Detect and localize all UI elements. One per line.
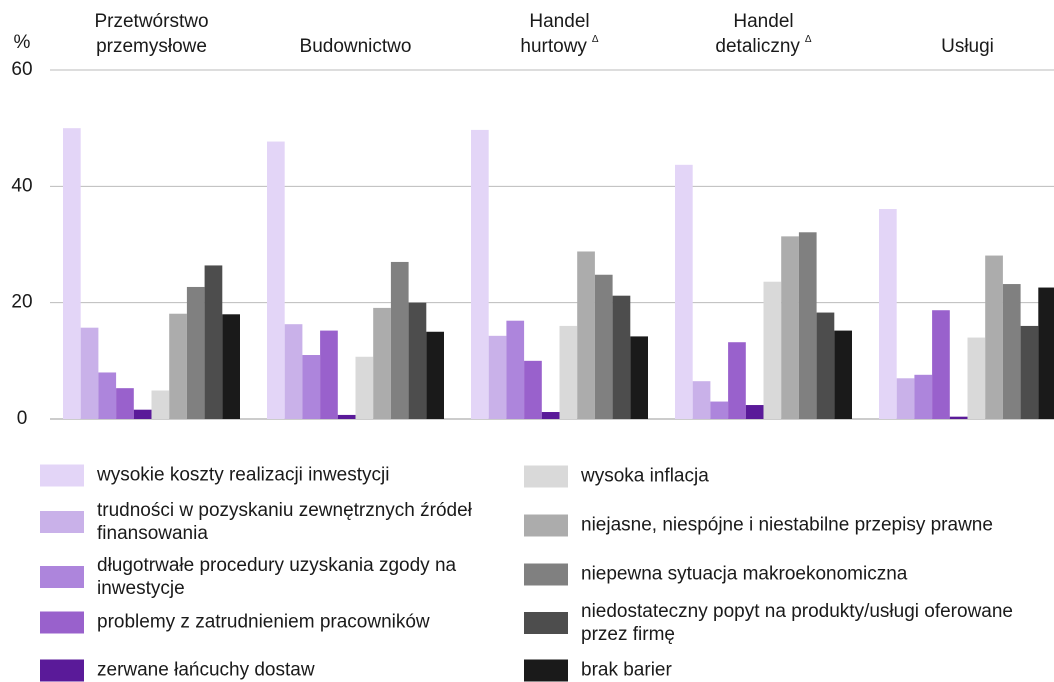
bar <box>541 412 560 419</box>
bar <box>985 255 1003 419</box>
bar <box>816 312 835 419</box>
y-axis-label: % <box>14 32 31 53</box>
bar <box>169 313 187 419</box>
bar <box>426 331 444 419</box>
bar <box>896 378 915 419</box>
legend-label: niedostateczny popyt na produkty/usługi … <box>581 601 1013 645</box>
legend-swatch <box>40 611 84 633</box>
legend-swatch <box>40 659 84 681</box>
bar <box>133 409 152 419</box>
bar <box>373 307 391 419</box>
bar <box>488 335 507 419</box>
legend-swatch <box>524 465 568 487</box>
legend-swatch <box>524 514 568 536</box>
bar <box>80 327 99 419</box>
bar <box>1038 287 1054 419</box>
bar <box>559 325 578 419</box>
bar <box>834 330 852 419</box>
category-mark: Δ <box>592 34 599 45</box>
bar <box>763 281 782 419</box>
bar <box>745 405 764 419</box>
category-mark: Δ <box>805 34 812 45</box>
legend-item: wysoka inflacja <box>524 465 709 488</box>
legend-item: niepewna sytuacja makroekonomiczna <box>524 563 907 586</box>
legend-label: wysokie koszty realizacji inwestycji <box>97 464 390 486</box>
bar <box>337 414 356 419</box>
bar <box>408 302 427 419</box>
x-tick-label: Handel hurtowy Δ <box>520 11 599 57</box>
legend-label: problemy z zatrudnieniem pracowników <box>97 611 430 633</box>
bar <box>949 416 968 419</box>
bar <box>914 374 933 419</box>
legend-label: brak barier <box>581 659 672 681</box>
bar <box>710 401 729 419</box>
bar <box>798 232 817 419</box>
legend-item: wysokie koszty realizacji inwestycji <box>40 464 389 487</box>
legend-swatch <box>524 612 568 634</box>
y-tick-label: 0 <box>17 408 28 429</box>
x-tick-label: Budownictwo <box>300 36 412 57</box>
bar <box>390 261 409 419</box>
x-tick-label: Usługi <box>941 36 994 57</box>
bar <box>98 372 117 419</box>
bar <box>204 265 223 419</box>
y-tick-label: 20 <box>11 292 32 313</box>
legend-item: brak barier <box>524 659 672 682</box>
legend-item: niedostateczny popyt na produkty/usługi … <box>524 600 1051 646</box>
legend-item: trudności w pozyskaniu zewnętrznych źród… <box>40 499 477 545</box>
bar <box>728 342 746 419</box>
bar <box>302 355 321 419</box>
legend-item: problemy z zatrudnieniem pracowników <box>40 611 430 634</box>
bar <box>284 324 303 419</box>
bar <box>267 141 285 420</box>
bar <box>151 390 170 419</box>
legend-item: niejasne, niespójne i niestabilne przepi… <box>524 514 993 537</box>
legend-swatch <box>524 659 568 681</box>
legend-label: zerwane łańcuchy dostaw <box>97 659 315 681</box>
bar <box>692 381 711 419</box>
legend-swatch <box>40 511 84 533</box>
legend-item: zerwane łańcuchy dostaw <box>40 659 315 682</box>
bar <box>186 286 205 419</box>
bar <box>320 330 338 419</box>
bar <box>222 314 240 419</box>
bar <box>781 236 799 419</box>
bar <box>1020 325 1039 419</box>
y-tick-label: 40 <box>11 175 32 196</box>
legend-label: długotrwałe procedury uzyskania zgody na… <box>97 555 457 599</box>
bar <box>675 164 693 419</box>
bar <box>612 295 631 419</box>
bar <box>594 274 613 419</box>
bar <box>967 337 986 419</box>
legend-swatch <box>40 464 84 486</box>
legend-swatch <box>524 563 568 585</box>
bar <box>471 129 489 419</box>
chart: % 0 20 40 60 Przetwórstwo przemysłowe Budownic… <box>11 11 1054 429</box>
bar <box>506 320 525 419</box>
x-tick-label: Przetwórstwo przemysłowe <box>94 11 208 57</box>
bar <box>116 388 134 419</box>
bar <box>1002 284 1021 419</box>
bar <box>355 356 374 419</box>
y-tick-label: 60 <box>11 59 32 80</box>
legend-label: trudności w pozyskaniu zewnętrznych źród… <box>97 500 472 544</box>
bar <box>524 360 542 419</box>
bar <box>63 128 81 419</box>
bar <box>879 209 897 419</box>
bar <box>577 251 595 419</box>
legend-swatch <box>40 566 84 588</box>
x-tick-label: Handel detaliczny Δ <box>715 11 812 57</box>
legend-item: długotrwałe procedury uzyskania zgody na… <box>40 554 477 600</box>
legend-label: wysoka inflacja <box>581 465 709 487</box>
legend-label: niejasne, niespójne i niestabilne przepi… <box>581 514 993 536</box>
bar <box>630 336 648 419</box>
bar <box>932 310 950 419</box>
legend-label: niepewna sytuacja makroekonomiczna <box>581 563 908 585</box>
